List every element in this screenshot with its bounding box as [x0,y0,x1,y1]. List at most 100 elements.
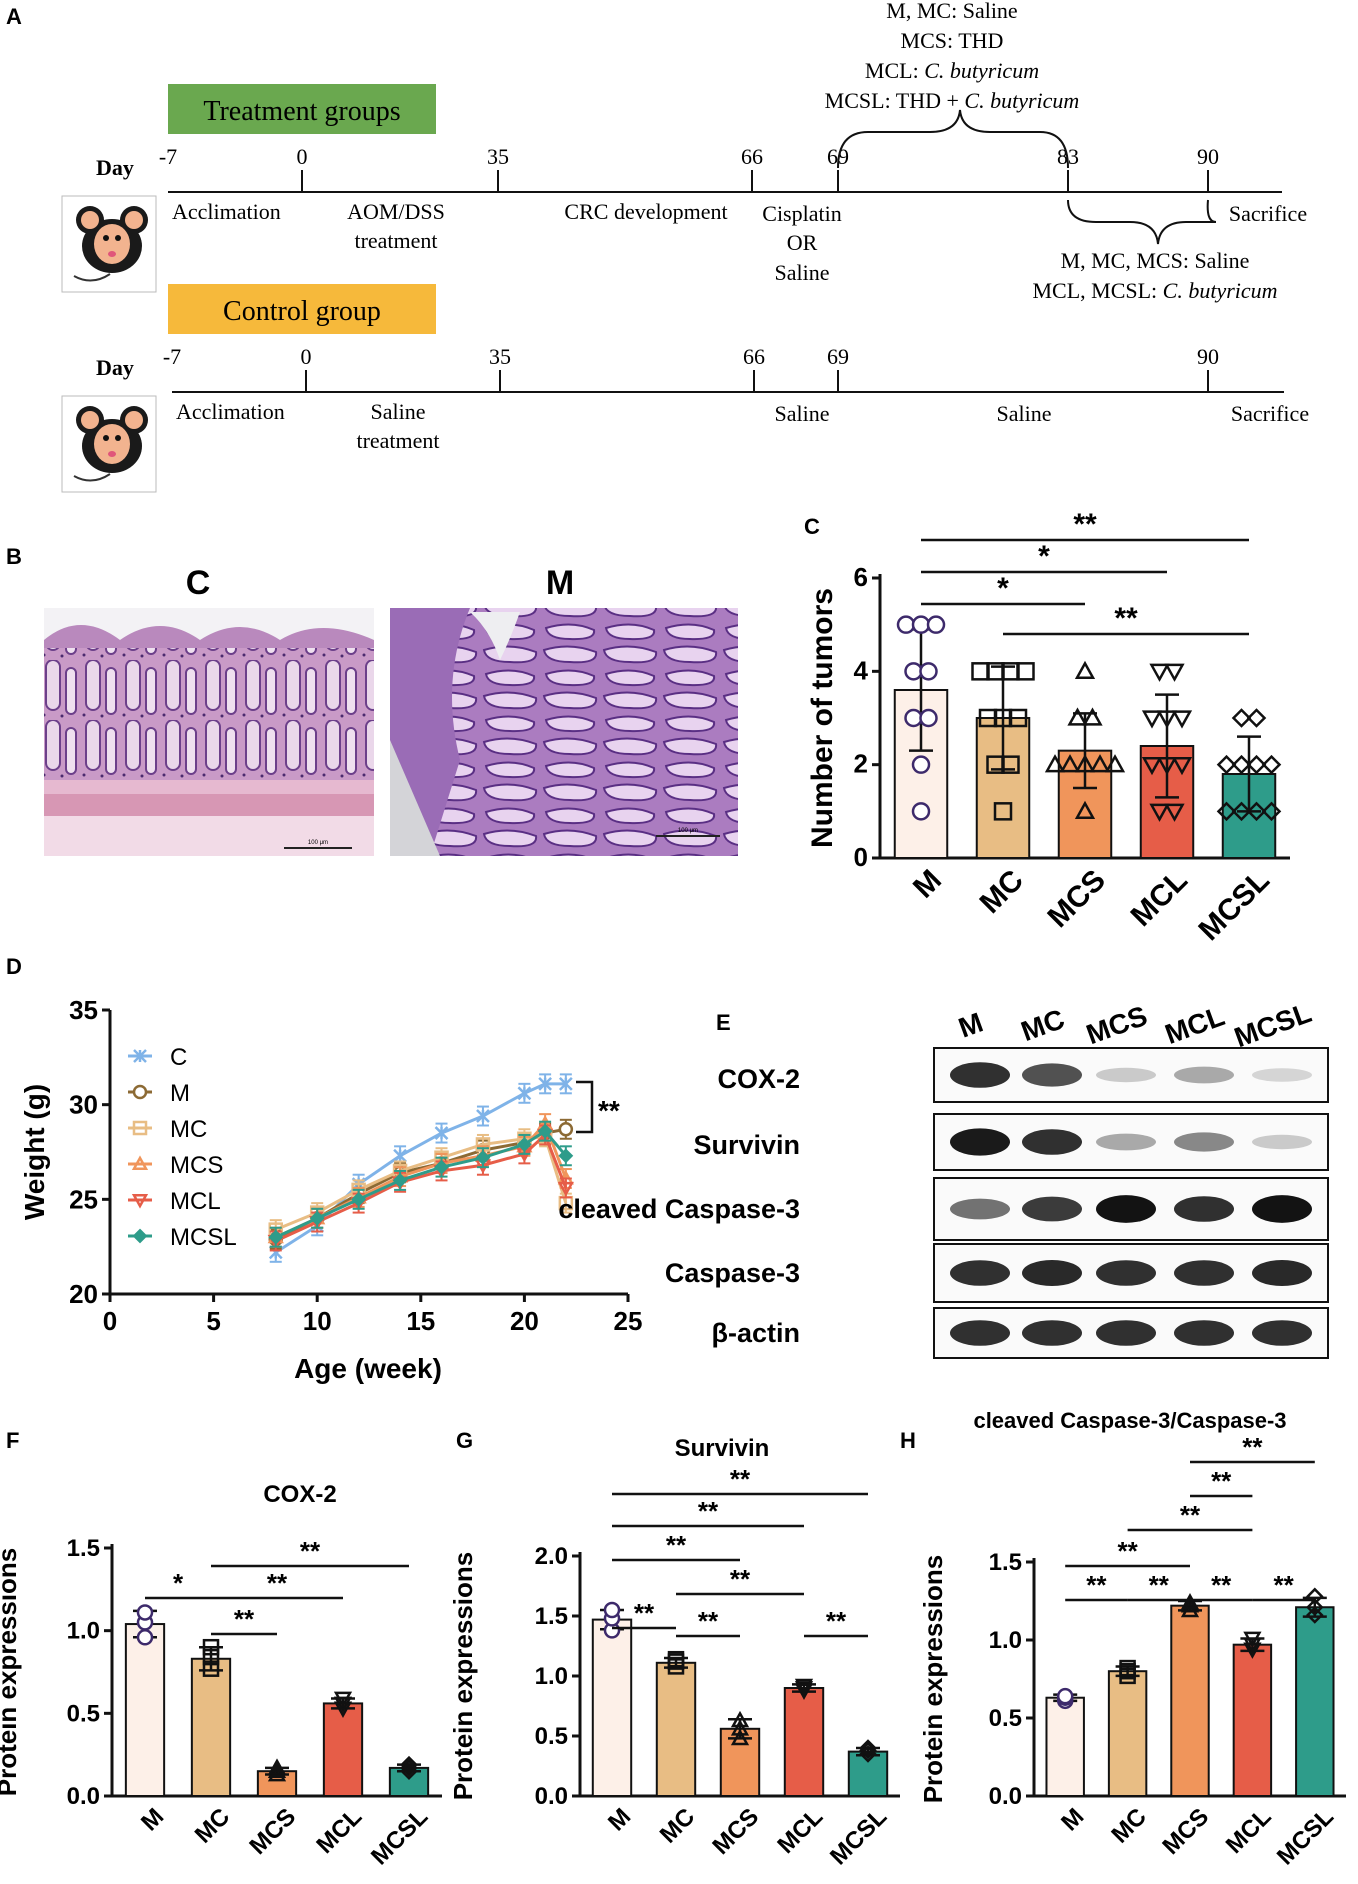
significance-label: ** [267,1568,288,1598]
day-tick-label: 66 [741,144,763,169]
blot-band [1096,1320,1156,1346]
y-tick-label: 2.0 [535,1543,568,1570]
category-label: MCS [244,1803,301,1860]
brace-text-line: MCL, MCSL: C. butyricum [1032,278,1277,303]
bar-mcl [783,1687,825,1797]
data-point [1016,662,1035,681]
phase-or: OR [787,230,818,255]
blot-band [1022,1259,1082,1287]
significance-label: ** [1086,1570,1107,1600]
data-point [919,662,938,681]
chart-title: cleaved Caspase-3/Caspase-3 [973,1408,1286,1433]
blot-band [1022,1129,1082,1155]
category-label: MCSL [1272,1803,1339,1870]
data-point [131,1155,149,1171]
mouse-icon [61,395,157,493]
blot-band [1252,1195,1312,1223]
brace-text-italic: C. butyricum [924,58,1039,83]
y-tick-label: 0.0 [535,1783,568,1810]
data-point [557,1181,574,1197]
blot-band [1096,1195,1156,1223]
data-point [1074,754,1096,773]
panel-g-survivin: G 0.0 0.5 1.0 1.5 2.0 Protein expressions Surv… [448,1428,900,1870]
histology-label-model: M [546,564,574,602]
data-point [1231,754,1252,775]
ctrl-phase-sacrifice: Sacrifice [1231,401,1309,426]
significance-label: ** [730,1564,751,1594]
significance-label: * [997,572,1009,605]
category-label: M [1056,1803,1089,1836]
panel-h-caspase: H 0.0 0.5 1.0 1.5 Protein expressions cleaved… [900,1408,1346,1870]
data-point [911,755,931,774]
category-label: MC [1106,1803,1151,1848]
y-tick-label: 1.5 [989,1549,1022,1576]
blot-band [1252,1259,1312,1287]
control-day-ticks: -7 0 35 66 69 90 [163,344,1219,392]
data-point [1306,1587,1324,1606]
panel-label-d: D [6,954,22,979]
phase-sacrifice: Sacrifice [1229,201,1307,226]
data-point [1149,663,1170,682]
data-point [1156,710,1178,729]
lane-label-mcl: MCL [1161,1000,1229,1050]
data-point [333,1701,353,1718]
brace-text-italic: C. butyricum [964,88,1079,113]
bar-mcsl [1295,1606,1335,1797]
blot-band [1096,1067,1156,1083]
category-label: MC [974,864,1030,920]
data-point [333,1696,353,1713]
y-axis-label: Weight (g) [19,1084,50,1220]
significance-label: ** [1211,1570,1232,1600]
bottom-brace [1067,199,1217,245]
data-point [1180,1592,1200,1610]
chart-title: COX-2 [263,1481,336,1508]
day-tick-label: 0 [297,144,308,169]
data-point [1141,757,1163,776]
data-point [1067,707,1088,726]
data-point [1231,801,1252,822]
data-point [1074,800,1096,819]
category-label: MC [190,1803,235,1848]
data-point [1141,710,1163,729]
data-point [136,1629,154,1646]
bar-mcl [322,1702,364,1797]
panel-label-b: B [6,544,22,569]
marker-x [476,1109,490,1123]
data-point [730,1728,750,1746]
y-tick-label: 25 [69,1184,98,1214]
day-tick-label: -7 [159,144,177,169]
data-point [1119,1659,1136,1677]
data-point [1261,754,1282,775]
significance-label: ** [698,1606,719,1636]
y-tick-label: 0.0 [67,1783,100,1810]
bar-mc [655,1661,697,1798]
significance-label: ** [1149,1570,1170,1600]
brace-text-line: M, MC: Saline [886,0,1017,23]
y-tick-label: 0.5 [989,1705,1022,1732]
legend-label-mcsl: MCSL [170,1224,237,1251]
data-point [132,1084,148,1100]
data-point [1056,1687,1074,1705]
y-tick-label: 6 [854,562,868,592]
day-tick-label: 90 [1197,344,1219,369]
y-tick-label: 1.5 [535,1603,568,1630]
blot-band [950,1260,1010,1286]
marker-x [133,1049,147,1063]
data-point [351,1191,367,1207]
x-tick-label: 5 [206,1306,220,1336]
data-point [1164,803,1185,822]
top-brace [837,109,1069,169]
brace-text-italic: C. butyricum [1163,278,1278,303]
lane-label-mcs: MCS [1082,1000,1151,1050]
data-point [537,1123,553,1139]
panel-a-timeline: A M, MC: Saline MCS: THD MCL: C. butyricum… [6,0,1309,493]
bar-mcs [1170,1604,1210,1798]
phase-crc-development: CRC development [564,199,727,224]
significance-label: ** [1242,1432,1263,1462]
data-point [309,1210,325,1226]
significance-label: ** [234,1604,255,1634]
data-point [202,1648,220,1666]
blot-row-label: cleaved Caspase-3 [558,1194,800,1224]
